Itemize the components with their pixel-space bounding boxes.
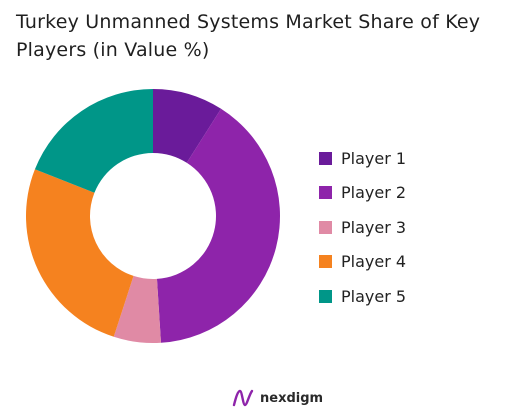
legend-item-4: Player 4: [319, 245, 406, 280]
donut-slice-1: [153, 89, 222, 163]
chart-legend: Player 1 Player 2 Player 3 Player 4 Player 5: [319, 141, 406, 314]
legend-swatch-5: [319, 289, 332, 303]
legend-item-1: Player 1: [319, 141, 406, 176]
legend-item-5: Player 5: [319, 279, 406, 314]
legend-label-5: Player 5: [341, 286, 407, 306]
legend-swatch-2: [319, 186, 332, 200]
donut-slice-3: [113, 275, 161, 343]
legend-swatch-3: [319, 220, 332, 234]
nexdigm-logo-icon: [232, 389, 254, 407]
donut-slice-5: [34, 89, 154, 193]
brand-name: nexdigm: [260, 390, 324, 406]
brand-footer: nexdigm: [232, 389, 323, 407]
legend-swatch-4: [319, 255, 332, 269]
donut-slice-2: [156, 108, 280, 343]
legend-item-3: Player 3: [319, 210, 406, 245]
legend-label-1: Player 1: [341, 148, 407, 168]
legend-label-3: Player 3: [341, 217, 407, 237]
legend-label-4: Player 4: [341, 252, 407, 272]
chart-title: Turkey Unmanned Systems Market Share of …: [16, 11, 481, 61]
legend-swatch-1: [319, 151, 332, 165]
legend-label-2: Player 2: [341, 183, 407, 203]
donut-slice-4: [26, 169, 134, 337]
legend-item-2: Player 2: [319, 176, 406, 211]
